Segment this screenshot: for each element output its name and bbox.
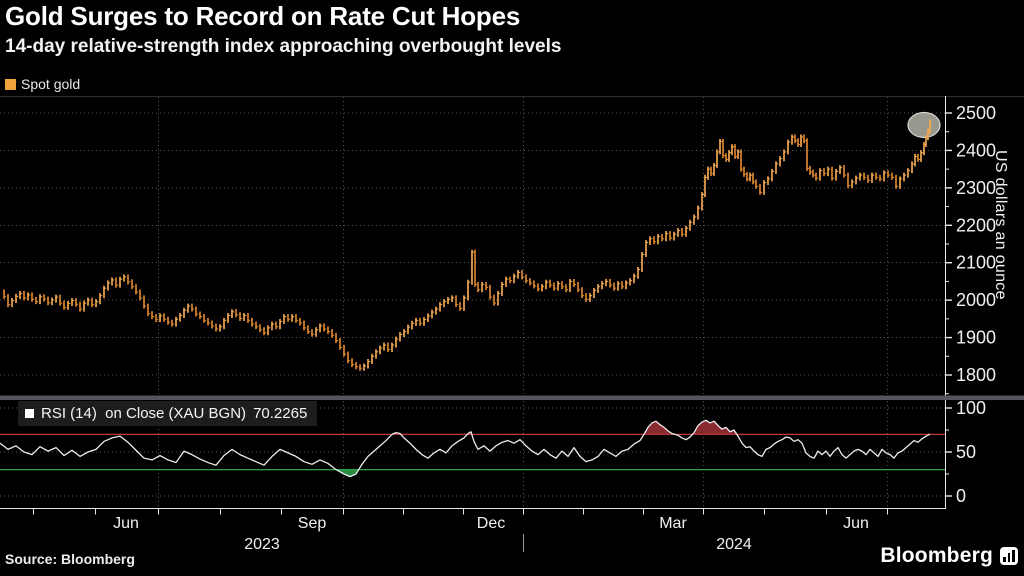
price-tick-label: 1800: [956, 365, 996, 385]
main-legend: Spot gold: [5, 76, 80, 92]
month-label: Sep: [298, 515, 327, 532]
rsi-tick-label: 0: [956, 486, 966, 506]
spot-gold-legend-label: Spot gold: [21, 76, 81, 92]
month-label: Dec: [477, 515, 505, 532]
bloomberg-wordmark: Bloomberg: [880, 544, 993, 567]
rsi-tick-label: 50: [956, 442, 976, 462]
price-tick-label: 2500: [956, 103, 996, 123]
panel-separator: [0, 395, 1024, 400]
page-title: Gold Surges to Record on Rate Cut Hopes: [5, 1, 521, 31]
year-label: 2024: [716, 536, 752, 553]
bloomberg-brand: Bloomberg: [880, 544, 1018, 568]
bloomberg-logo-icon: [1000, 547, 1018, 565]
rsi-legend-label: RSI (14) on Close (XAU BGN): [41, 405, 247, 422]
price-tick-label: 2300: [956, 178, 996, 198]
rsi-line: [0, 419, 931, 478]
price-tick-label: 1900: [956, 328, 996, 348]
record-high-ellipse: [907, 111, 941, 139]
rsi-tick-label: 100: [956, 398, 986, 418]
price-tick-label: 2100: [956, 253, 996, 273]
month-label: Jun: [113, 515, 139, 532]
year-label: 2023: [244, 536, 280, 553]
price-tick-label: 2200: [956, 215, 996, 235]
month-label: Mar: [659, 515, 687, 532]
rsi-legend-strip: RSI (14) on Close (XAU BGN) 70.2265: [18, 401, 318, 426]
price-tick-label: 2400: [956, 140, 996, 160]
rsi-overbought-fill: [644, 421, 675, 435]
spot-gold-swatch-icon: [5, 78, 16, 90]
page-subtitle: 14-day relative-strength index approachi…: [5, 36, 562, 57]
rsi-overbought-fill: [692, 420, 737, 435]
month-label: Jun: [843, 515, 869, 532]
rsi-swatch-icon: [25, 409, 34, 418]
source-attribution: Source: Bloomberg: [5, 551, 135, 567]
rsi-legend-value: 70.2265: [253, 405, 308, 422]
price-tick-label: 2000: [956, 290, 996, 310]
price-axis-title: US dollars an ounce: [992, 150, 1009, 300]
